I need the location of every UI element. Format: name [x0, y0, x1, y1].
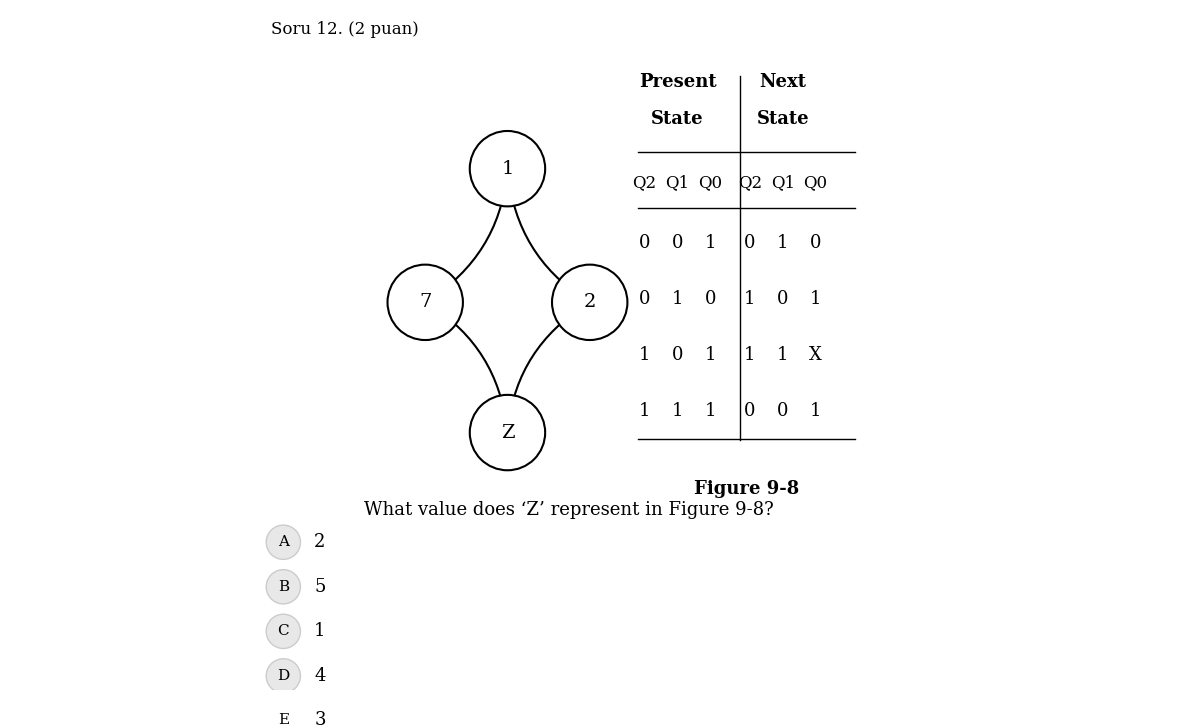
Text: 1: 1 [672, 290, 683, 308]
Text: State: State [652, 111, 703, 128]
Text: 3: 3 [314, 711, 325, 728]
Text: 1: 1 [744, 290, 756, 308]
Text: State: State [756, 111, 809, 128]
FancyArrowPatch shape [508, 173, 584, 298]
Text: 0: 0 [810, 234, 821, 252]
Text: 0: 0 [744, 234, 756, 252]
Text: 1: 1 [704, 403, 716, 420]
Text: A: A [278, 535, 289, 549]
Circle shape [266, 569, 300, 604]
Text: 1: 1 [776, 234, 788, 252]
Text: Q2: Q2 [738, 174, 762, 191]
Text: Soru 12. (2 puan): Soru 12. (2 puan) [271, 21, 419, 39]
Text: What value does ‘Z’ represent in Figure 9-8?: What value does ‘Z’ represent in Figure … [364, 501, 773, 519]
Text: 0: 0 [776, 403, 788, 420]
Text: Next: Next [760, 73, 806, 91]
Text: 1: 1 [638, 403, 650, 420]
FancyArrowPatch shape [428, 175, 510, 300]
Text: Q2: Q2 [632, 174, 656, 191]
Text: 2: 2 [314, 533, 325, 551]
Text: Z: Z [500, 424, 515, 442]
Text: X: X [809, 346, 822, 364]
FancyArrowPatch shape [505, 304, 586, 426]
Text: E: E [277, 713, 289, 727]
Text: C: C [277, 625, 289, 638]
Text: 1: 1 [704, 234, 716, 252]
Text: Q0: Q0 [698, 174, 722, 191]
Text: 1: 1 [314, 622, 325, 641]
Text: 0: 0 [638, 290, 650, 308]
Text: Q1: Q1 [770, 174, 794, 191]
Circle shape [266, 659, 300, 693]
Text: 1: 1 [502, 159, 514, 178]
Text: D: D [277, 669, 289, 683]
Circle shape [266, 614, 300, 649]
Text: B: B [277, 579, 289, 594]
Text: 0: 0 [638, 234, 650, 252]
Text: 5: 5 [314, 578, 325, 596]
Text: 0: 0 [672, 234, 683, 252]
Text: 7: 7 [419, 293, 431, 312]
Circle shape [388, 265, 463, 340]
Text: Q1: Q1 [665, 174, 690, 191]
Text: 1: 1 [810, 403, 821, 420]
Text: 1: 1 [744, 346, 756, 364]
Text: Figure 9-8: Figure 9-8 [694, 480, 799, 498]
Text: 1: 1 [672, 403, 683, 420]
Text: 0: 0 [704, 290, 716, 308]
Text: 1: 1 [810, 290, 821, 308]
Text: 4: 4 [314, 667, 325, 685]
Circle shape [266, 525, 300, 559]
Text: 0: 0 [744, 403, 756, 420]
Text: Q0: Q0 [804, 174, 828, 191]
Circle shape [552, 265, 628, 340]
Text: 1: 1 [638, 346, 650, 364]
Text: 0: 0 [672, 346, 683, 364]
Circle shape [266, 703, 300, 728]
Circle shape [469, 395, 545, 470]
Text: 1: 1 [704, 346, 716, 364]
Text: Present: Present [638, 73, 716, 91]
Text: 1: 1 [776, 346, 788, 364]
FancyArrowPatch shape [431, 306, 508, 428]
Text: 0: 0 [776, 290, 788, 308]
Text: 2: 2 [583, 293, 596, 312]
Circle shape [469, 131, 545, 206]
